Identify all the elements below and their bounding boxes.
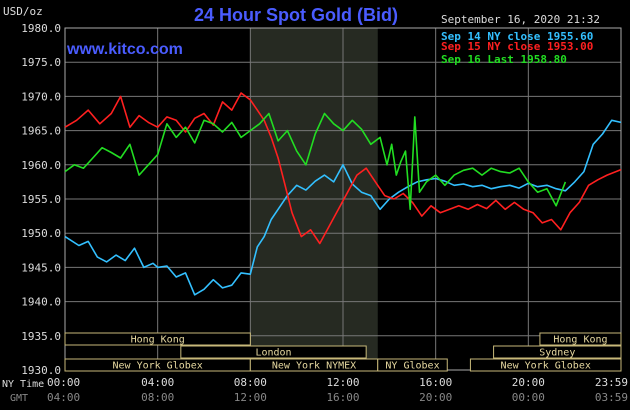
series-line-2 xyxy=(64,112,567,211)
date-stamp: September 16, 2020 21:32 xyxy=(441,13,600,26)
session-bar xyxy=(180,345,367,359)
y-tick-label: 1945.0 xyxy=(21,261,61,274)
x-tick-label-gmt: 12:00 xyxy=(234,391,267,404)
x-tick-label-ny: 16:00 xyxy=(419,376,452,389)
series-line-1 xyxy=(64,92,622,245)
session-label: Sydney xyxy=(539,348,575,359)
x-tick-label-gmt: 08:00 xyxy=(141,391,174,404)
session-label: New York NYMEX xyxy=(272,361,356,372)
y-tick-label: 1935.0 xyxy=(21,330,61,343)
y-tick-label: 1970.0 xyxy=(21,90,61,103)
legend-item-sep14: Sep 14 NY close 1955.60 xyxy=(441,30,593,43)
x-tick-label-ny: 12:00 xyxy=(326,376,359,389)
chart-title: 24 Hour Spot Gold (Bid) xyxy=(194,5,398,25)
y-tick-label: 1950.0 xyxy=(21,227,61,240)
y-tick-label: 1975.0 xyxy=(21,56,61,69)
y-tick-label: 1955.0 xyxy=(21,193,61,206)
market-session-bars: Hong Kong Hong Kong London Sydney New York G… xyxy=(64,332,622,372)
session-label: Hong Kong xyxy=(131,335,185,346)
y-tick-label: 1930.0 xyxy=(21,364,61,377)
x-tick-label-ny: 04:00 xyxy=(141,376,174,389)
session-label: Hong Kong xyxy=(553,335,607,346)
x-tick-label-ny: 00:00 xyxy=(47,376,80,389)
y-tick-label: 1980.0 xyxy=(21,22,61,35)
x-tick-label-gmt: 04:00 xyxy=(47,391,80,404)
x-tick-label-gmt: 20:00 xyxy=(419,391,452,404)
gmt-row-label: GMT xyxy=(10,393,28,404)
session-label: New York Globex xyxy=(113,361,203,372)
x-tick-label-ny: 23:59 xyxy=(595,376,628,389)
session-bar xyxy=(469,358,622,372)
website-link[interactable]: www.kitco.com xyxy=(66,41,183,58)
legend-item-sep15: Sep 15 NY close 1953.00 xyxy=(441,40,593,53)
session-bar xyxy=(539,332,622,346)
session-bar xyxy=(377,358,448,372)
x-axis-tick-labels: 00:00 04:00 04:00 08:00 08:00 12:00 12:00 16:00… xyxy=(47,376,628,404)
legend: Sep 14 NY close 1955.60 Sep 15 NY close … xyxy=(441,30,593,66)
x-tick-label-ny: 20:00 xyxy=(512,376,545,389)
series-line-0 xyxy=(64,119,622,296)
y-tick-label: 1940.0 xyxy=(21,296,61,309)
x-tick-label-ny: 08:00 xyxy=(234,376,267,389)
price-series xyxy=(64,92,622,296)
legend-item-sep16: Sep 16 Last 1958.80 xyxy=(441,53,567,66)
y-axis-unit: USD/oz xyxy=(3,5,43,18)
x-tick-label-gmt: 03:59 xyxy=(595,391,628,404)
y-tick-label: 1965.0 xyxy=(21,125,61,138)
session-bar xyxy=(64,332,251,346)
ny-time-row-label: NY Time xyxy=(2,379,44,390)
session-bar xyxy=(493,345,622,359)
x-tick-label-gmt: 00:00 xyxy=(512,391,545,404)
session-label: NY Globex xyxy=(385,361,439,372)
x-tick-label-gmt: 16:00 xyxy=(326,391,359,404)
y-axis-tick-labels: 1930.0 1935.0 1940.0 1945.0 1950.0 1955.0 1960… xyxy=(21,22,61,377)
session-label: New York Globex xyxy=(501,361,591,372)
y-tick-label: 1960.0 xyxy=(21,159,61,172)
session-label: London xyxy=(255,348,291,359)
